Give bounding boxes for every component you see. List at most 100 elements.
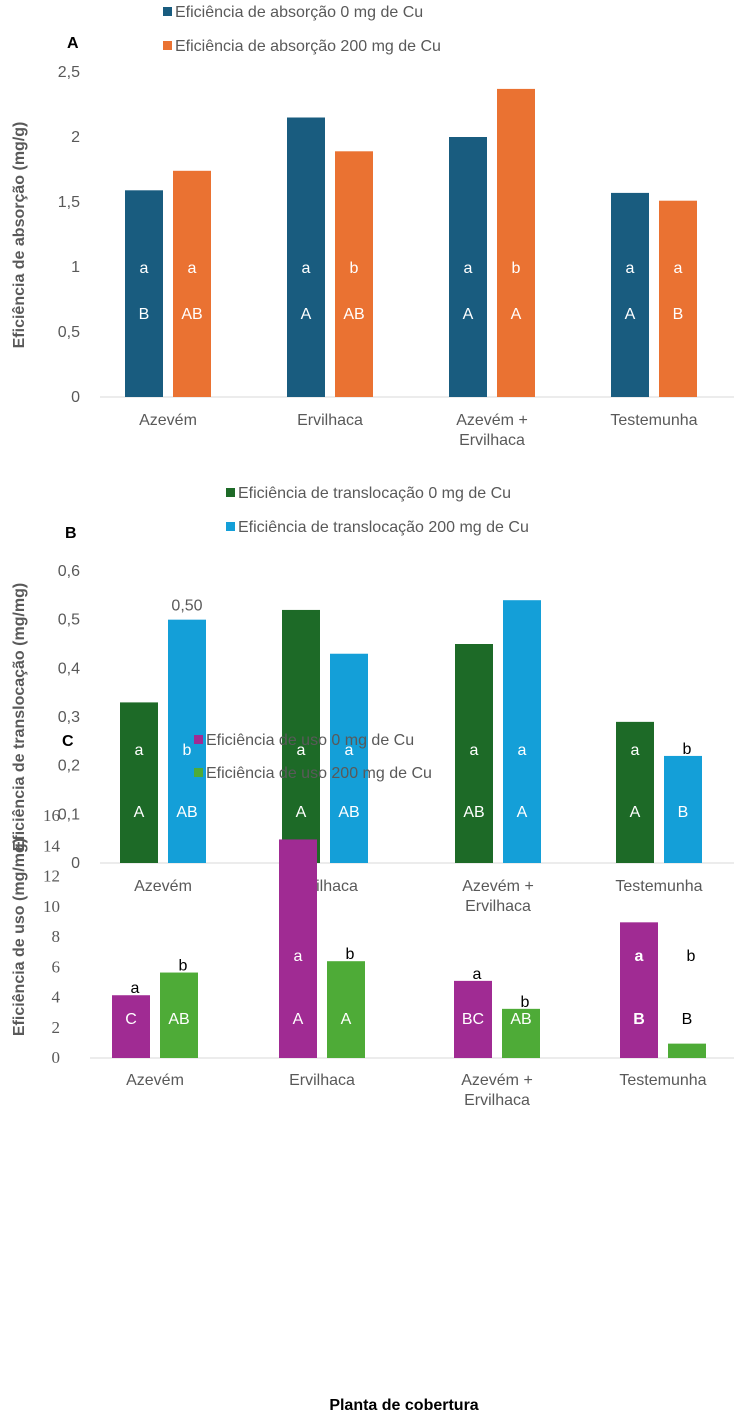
bar-letter-lower: b <box>183 742 192 759</box>
x-tick-label: Azevém <box>139 412 197 429</box>
bar-letter-upper: C <box>125 1011 137 1028</box>
y-tick-label: 2,5 <box>58 64 80 81</box>
bar <box>503 600 541 863</box>
x-axis-label: Planta de cobertura <box>329 1397 478 1414</box>
y-tick-label: 0,1 <box>58 806 80 823</box>
y-tick-label: 6 <box>52 957 61 976</box>
bar-letter-lower: a <box>470 742 479 759</box>
x-tick-label: Ervilhaca <box>464 1092 530 1109</box>
bar <box>502 1008 540 1058</box>
legend-entry: Eficiência de translocação 200 mg de Cu <box>238 519 529 536</box>
chart-b: B Eficiência de translocação 0 mg de Cu Ef… <box>11 485 734 915</box>
panel-label: B <box>65 525 77 542</box>
bar-letter-lower: b <box>683 741 692 758</box>
bar-letter-lower: a <box>626 260 635 277</box>
y-tick-label: 0,5 <box>58 324 80 341</box>
x-tick-label: Azevém + <box>456 412 528 429</box>
legend-swatch <box>163 41 172 50</box>
x-tick-label: Azevém + <box>462 878 534 895</box>
y-tick-label: 1,5 <box>58 194 80 211</box>
bar-letter-upper: B <box>139 306 150 323</box>
bar <box>620 922 658 1058</box>
bar-letter-lower: a <box>674 260 683 277</box>
bar-letter-upper: AB <box>176 804 197 821</box>
chart-a: A Eficiência de absorção 0 mg de Cu Eficiê… <box>11 4 734 449</box>
bar-letter-lower: a <box>302 260 311 277</box>
y-tick-label: 4 <box>52 988 61 1007</box>
legend-swatch <box>226 522 235 531</box>
bar-letter-upper: A <box>296 804 307 821</box>
bar-letter-lower: b <box>179 958 188 975</box>
bar-letter-lower: a <box>464 260 473 277</box>
panel-label: C <box>62 733 74 750</box>
bar-letter-lower: b <box>521 994 530 1011</box>
bar <box>160 972 198 1058</box>
bar-letter-lower: a <box>473 966 482 983</box>
y-tick-label: 0,2 <box>58 758 80 775</box>
legend-swatch <box>194 735 203 744</box>
legend-swatch <box>194 768 203 777</box>
bar <box>449 137 487 397</box>
bar-letter-lower: a <box>140 260 149 277</box>
y-axis-label: Eficiência de absorção (mg/g) <box>11 122 28 349</box>
bar-letter-upper: AB <box>343 306 364 323</box>
bar <box>335 151 373 397</box>
bar-letter-upper: A <box>630 804 641 821</box>
bar <box>125 190 163 397</box>
y-tick-label: 0 <box>71 389 80 406</box>
bar-letter-lower: a <box>631 742 640 759</box>
y-tick-label: 10 <box>43 897 60 916</box>
bar-letter-upper: B <box>633 1011 645 1028</box>
bar-letter-upper: A <box>517 804 528 821</box>
bar-letter-lower: a <box>297 742 306 759</box>
bar-letter-lower: a <box>294 948 303 965</box>
bar <box>454 980 492 1058</box>
y-tick-label: 14 <box>43 836 61 855</box>
bar-letter-upper: AB <box>338 804 359 821</box>
bar-letter-upper: A <box>625 306 636 323</box>
bar-letter-upper: A <box>134 804 145 821</box>
bar <box>173 170 211 397</box>
y-tick-label: 2 <box>52 1018 61 1037</box>
legend-entry: Eficiência de translocação 0 mg de Cu <box>238 485 511 502</box>
bar <box>455 644 493 863</box>
x-tick-label: Ervilhaca <box>289 1072 355 1089</box>
y-tick-label: 1 <box>71 259 80 276</box>
bar <box>279 839 317 1058</box>
bar <box>616 721 654 863</box>
bar-letter-lower: b <box>512 260 521 277</box>
bar-letter-upper: B <box>678 804 689 821</box>
bar-letter-upper: A <box>341 1011 352 1028</box>
legend-swatch <box>163 7 172 16</box>
bar-letter-upper: AB <box>463 804 484 821</box>
panel-label: A <box>67 35 79 52</box>
x-tick-label: Azevém <box>126 1072 184 1089</box>
bar <box>287 117 325 397</box>
bar <box>611 192 649 397</box>
bar-letter-lower: a <box>518 742 527 759</box>
bar <box>112 995 150 1058</box>
bar <box>664 755 702 863</box>
y-axis-label: Eficiência de translocação (mg/mg) <box>11 583 28 852</box>
y-tick-label: 0 <box>52 1048 61 1067</box>
bar-letter-lower: b <box>346 946 355 963</box>
bar-letter-lower: a <box>635 948 644 965</box>
bar-letter-upper: A <box>511 306 522 323</box>
y-tick-label: 16 <box>43 806 60 825</box>
bar <box>120 702 158 863</box>
legend-entry: Eficiência de absorção 200 mg de Cu <box>175 38 441 55</box>
y-tick-label: 0,5 <box>58 612 80 629</box>
bar-letter-upper: AB <box>181 306 202 323</box>
chart-c: C Eficiência de uso 0 mg de Cu Eficiência … <box>11 732 734 1414</box>
x-tick-label: Ervilhaca <box>297 412 363 429</box>
legend-entry: Eficiência de absorção 0 mg de Cu <box>175 4 423 21</box>
y-tick-label: 8 <box>52 927 61 946</box>
bar <box>330 653 368 863</box>
x-tick-label: Azevém <box>134 878 192 895</box>
bar <box>497 88 535 398</box>
bar-letter-upper: A <box>293 1011 304 1028</box>
bar-letter-upper: BC <box>462 1011 484 1028</box>
y-tick-label: 0,3 <box>58 709 80 726</box>
bar <box>282 609 320 863</box>
bar-letter-upper: AB <box>510 1011 531 1028</box>
